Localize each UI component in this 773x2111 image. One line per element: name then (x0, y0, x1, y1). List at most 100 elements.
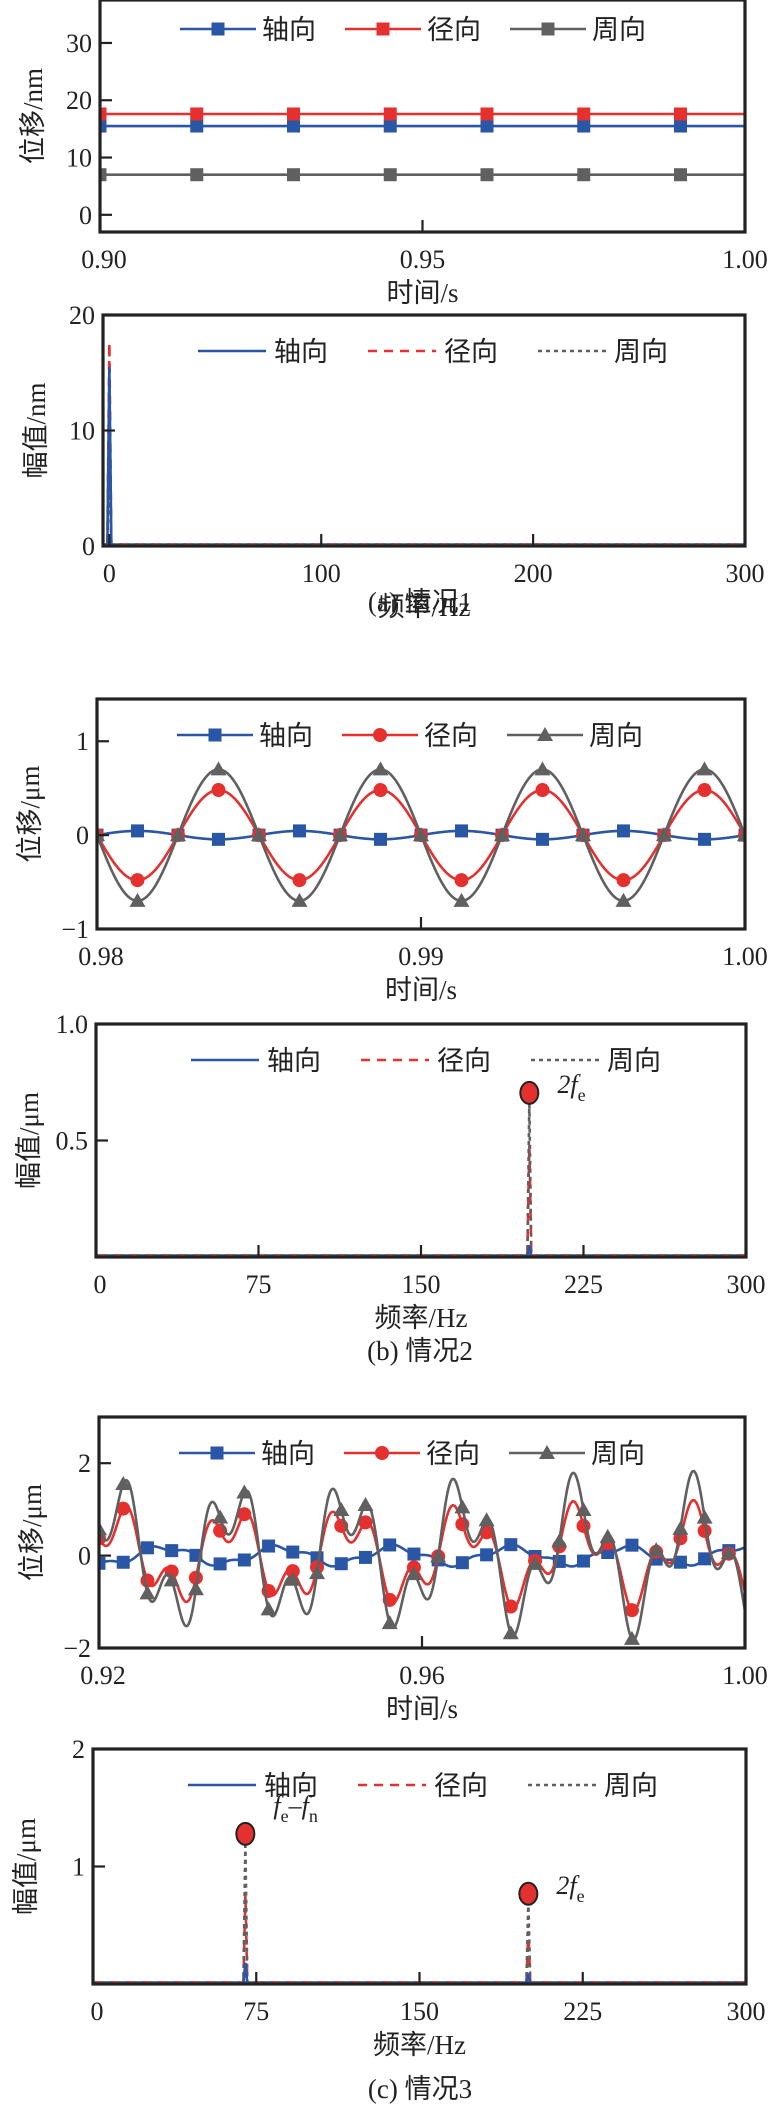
chart-a-time: 轴向 径向 周向 (98, 0, 747, 234)
plot-area (103, 342, 745, 546)
x-tick-label: 0.99 (398, 942, 444, 971)
y-tick-label: 1 (72, 1853, 85, 1882)
data-marker (480, 168, 494, 182)
legend-marker (375, 1446, 389, 1460)
data-marker (383, 168, 397, 182)
y-tick-label: 20 (69, 301, 95, 330)
x-tick-label: 75 (243, 1997, 269, 2026)
data-marker (116, 1555, 130, 1569)
legend-label: 轴向 (261, 1439, 315, 1469)
chart-a-freq: 轴向 径向 周向 (101, 313, 747, 548)
data-marker (617, 824, 630, 838)
data-marker (357, 1496, 374, 1511)
data-marker (115, 1475, 132, 1490)
legend-item: 轴向 (191, 1046, 321, 1076)
data-marker (213, 1557, 227, 1571)
data-marker (381, 1615, 398, 1630)
legend-label: 周向 (604, 1771, 658, 1801)
data-marker (673, 1555, 687, 1569)
spectrum-peak (525, 1973, 532, 1984)
x-tick-label: 0.98 (78, 942, 124, 971)
y-axis-label: 位移/nm (18, 68, 48, 164)
x-tick-label: 225 (563, 1997, 602, 2026)
y-axis-label: 位移/μm (17, 1484, 47, 1581)
data-marker (504, 1538, 518, 1552)
x-tick-label: 1.00 (722, 1661, 768, 1690)
data-marker (527, 1555, 544, 1570)
chart-c-time: 轴向 径向 周向 (97, 1415, 747, 1650)
plot-area (97, 761, 745, 907)
legend: 轴向 径向 周向 (177, 721, 643, 751)
data-marker (536, 832, 549, 846)
data-marker (599, 1528, 616, 1543)
y-axis-label: 幅值/μm (14, 1092, 44, 1189)
data-marker (251, 827, 267, 842)
axes-frame (97, 1415, 747, 1650)
legend-label: 周向 (591, 1439, 645, 1469)
y-tick-label: 30 (66, 29, 92, 58)
data-marker (624, 1603, 639, 1618)
y-tick-label: 0 (78, 1542, 91, 1571)
legend-item: 轴向 (188, 1771, 318, 1801)
data-marker (358, 1550, 372, 1564)
y-tick-label: 1 (76, 727, 89, 756)
data-marker (535, 783, 550, 798)
data-marker (698, 1552, 712, 1566)
data-marker (211, 783, 226, 798)
chart-b-freq: 2fe 轴向 径向 周向 (94, 1022, 748, 1259)
data-marker (284, 1571, 301, 1586)
plot-area (93, 1841, 746, 1984)
legend-marker (537, 727, 553, 741)
legend-marker (539, 1445, 555, 1459)
data-marker (615, 892, 632, 907)
data-marker (99, 1556, 106, 1570)
y-axis-label: 幅值/nm (21, 382, 51, 478)
x-axis-label: 时间/s (386, 278, 458, 308)
data-marker (291, 892, 308, 907)
data-marker (373, 783, 388, 798)
legend: 轴向 径向 周向 (180, 15, 646, 45)
peak-marker (235, 1821, 256, 1846)
y-tick-label: 0 (76, 821, 89, 850)
legend-marker (373, 728, 387, 742)
data-marker (333, 1501, 350, 1516)
data-marker (212, 832, 225, 846)
x-tick-label: 225 (564, 1270, 603, 1299)
legend-label: 径向 (424, 721, 478, 751)
legend-label: 径向 (437, 1046, 491, 1076)
legend-item: 径向 (361, 1046, 491, 1076)
legend-item: 轴向 (198, 337, 328, 367)
y-tick-label: 20 (66, 86, 92, 115)
data-marker (100, 168, 107, 182)
data-marker (383, 107, 397, 121)
data-marker (696, 761, 713, 776)
plot-area (100, 107, 745, 182)
x-tick-label: 100 (302, 559, 341, 588)
data-marker (293, 824, 306, 838)
peak-marker (518, 1881, 539, 1906)
data-marker (575, 827, 591, 842)
data-marker (190, 107, 204, 121)
x-axis-label: 时间/s (385, 975, 457, 1005)
data-marker (577, 119, 591, 133)
panel-caption: (b) 情况2 (367, 1336, 473, 1366)
data-marker (455, 824, 468, 838)
legend-item: 周向 (538, 337, 668, 367)
data-marker (383, 1538, 397, 1552)
annotation-text: f (273, 1791, 284, 1820)
x-axis-label: 时间/s (386, 1694, 458, 1724)
data-marker (455, 1556, 469, 1570)
data-marker (405, 1566, 422, 1581)
data-marker (407, 1547, 421, 1561)
legend-marker (210, 1446, 224, 1460)
y-tick-label: −2 (63, 1634, 91, 1663)
y-tick-label: −1 (61, 915, 89, 944)
data-marker (285, 1564, 300, 1579)
data-marker (210, 761, 227, 776)
legend-label: 周向 (607, 1046, 661, 1076)
legend-label: 周向 (589, 721, 643, 751)
chart-b-time: 轴向 径向 周向 (95, 697, 747, 931)
data-marker (478, 1512, 495, 1527)
data-marker (163, 1572, 180, 1587)
